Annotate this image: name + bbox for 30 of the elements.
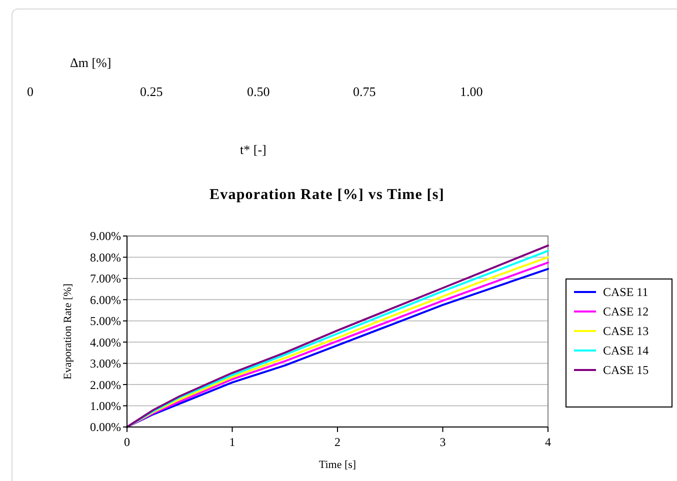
text: t* [-] bbox=[240, 142, 266, 157]
y-axis-title: Evaporation Rate [%] bbox=[62, 284, 74, 380]
legend-label: CASE 13 bbox=[603, 324, 649, 338]
x-tick-label: 0 bbox=[124, 435, 130, 449]
x-tick-label: 4 bbox=[545, 435, 551, 449]
y-tick-label: 2.00% bbox=[90, 378, 121, 392]
y-tick-label: 0.00% bbox=[90, 420, 121, 434]
text: 0 bbox=[27, 84, 34, 99]
x-tick-label: 3 bbox=[440, 435, 446, 449]
y-tick-label: 1.00% bbox=[90, 398, 121, 413]
y-tick-label: 3.00% bbox=[90, 356, 121, 371]
x-axis-title: Time [s] bbox=[318, 459, 356, 471]
text: Δm [%] bbox=[70, 55, 112, 70]
text: 0.50 bbox=[247, 84, 270, 99]
y-tick-label: 7.00% bbox=[90, 272, 121, 286]
legend-label: CASE 15 bbox=[603, 363, 649, 378]
legend-label: CASE 11 bbox=[603, 285, 648, 300]
y-tick-label: 4.00% bbox=[90, 335, 121, 350]
legend-label: CASE 14 bbox=[603, 344, 649, 358]
y-tick-label: 5.00% bbox=[90, 314, 121, 328]
y-tick-label: 8.00% bbox=[90, 250, 121, 264]
x-tick-label: 2 bbox=[334, 435, 340, 449]
chart-title: Evaporation Rate [%] vs Time [s] bbox=[210, 187, 444, 203]
legend-label: CASE 12 bbox=[603, 304, 649, 319]
text: 1.00 bbox=[460, 84, 483, 99]
text: 0.75 bbox=[353, 84, 376, 99]
text: 0.25 bbox=[140, 84, 163, 99]
y-tick-label: 6.00% bbox=[90, 292, 121, 307]
y-tick-label: 9.00% bbox=[90, 229, 121, 244]
x-tick-label: 1 bbox=[229, 435, 236, 449]
